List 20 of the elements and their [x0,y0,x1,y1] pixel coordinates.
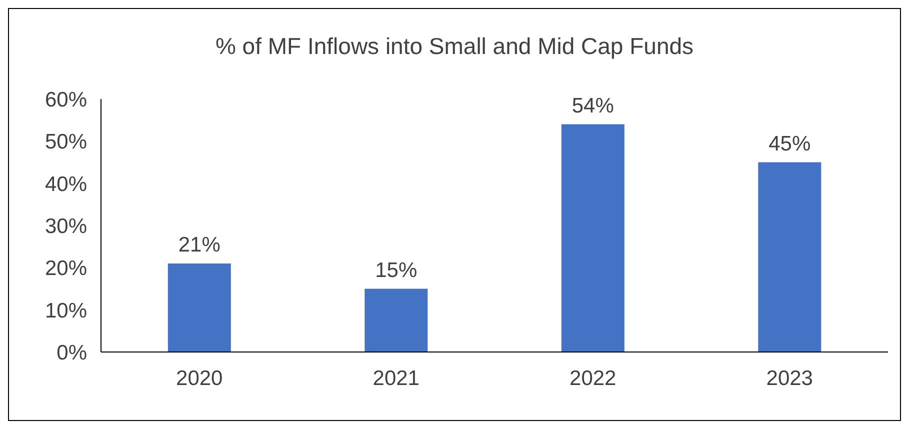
bar [758,162,822,352]
y-tick-label: 20% [44,257,87,280]
data-label: 54% [572,94,614,118]
bar [561,124,624,352]
x-tick-label: 2021 [372,366,420,390]
x-tick-label: 2020 [176,366,223,390]
y-tick-label: 50% [44,130,87,154]
y-tick-label: 0% [56,341,87,364]
y-tick-label: 60% [44,88,87,112]
data-label: 15% [375,258,418,282]
chart-title: % of MF Inflows into Small and Mid Cap Funds [214,33,695,60]
data-label: 21% [178,233,220,256]
data-label: 45% [768,132,811,156]
bar [168,263,231,352]
x-tick-label: 2022 [570,366,616,390]
x-tick-label: 2023 [766,366,813,390]
y-tick-label: 40% [44,172,87,196]
y-tick-label: 30% [44,214,87,238]
bar [364,288,428,352]
y-tick-label: 10% [44,299,87,322]
